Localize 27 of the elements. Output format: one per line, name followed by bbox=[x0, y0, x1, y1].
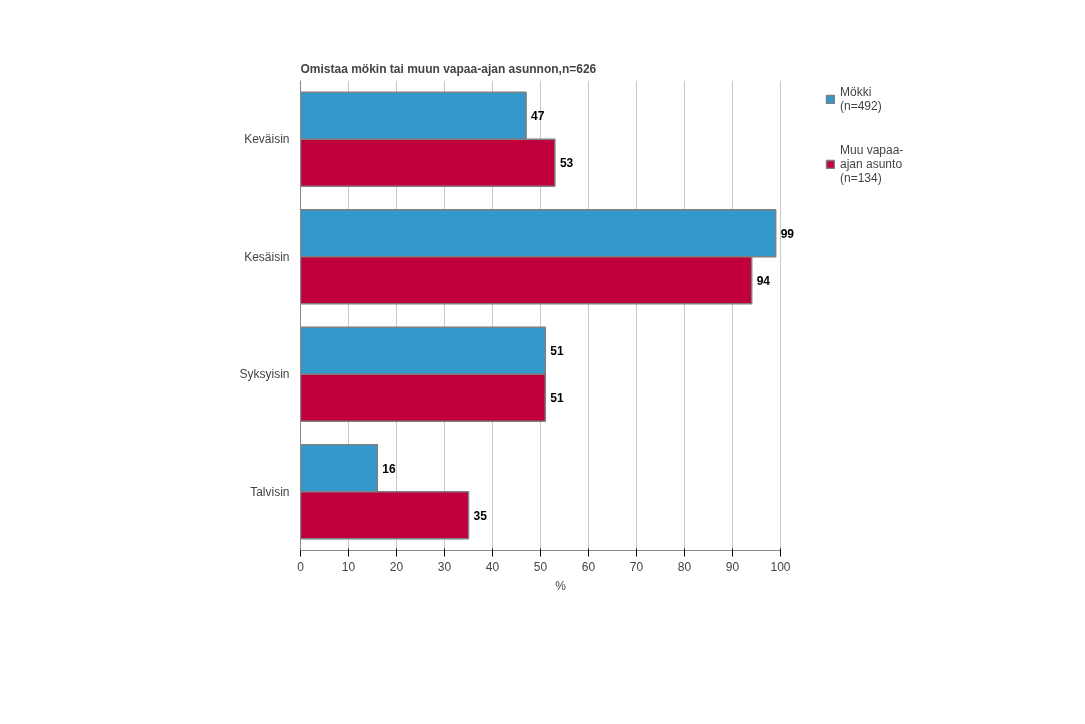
x-tick-label: 30 bbox=[437, 559, 452, 574]
y-tick-label: Keväisin bbox=[244, 132, 290, 147]
x-tick-label: 20 bbox=[389, 559, 404, 574]
x-tick-label: 10 bbox=[341, 559, 356, 574]
data-label: 94 bbox=[756, 273, 771, 288]
x-tick-label: 40 bbox=[485, 559, 500, 574]
x-tick-label: 100 bbox=[770, 559, 791, 574]
data-label: 51 bbox=[550, 391, 564, 406]
data-label: 47 bbox=[531, 109, 545, 124]
x-tick-label: 90 bbox=[725, 559, 740, 574]
chart-title: Omistaa mökin tai muun vapaa-ajan asunnon,n=626 bbox=[300, 61, 597, 76]
x-tick-label: 60 bbox=[581, 559, 596, 574]
x-tick-label: 80 bbox=[677, 559, 692, 574]
x-tick-label: 70 bbox=[629, 559, 644, 574]
y-tick-label: Talvisin bbox=[250, 484, 290, 499]
x-tick-label: 0 bbox=[297, 559, 305, 574]
legend-label: Muu vapaa-ajan asunto (n=134) bbox=[840, 143, 904, 185]
legend-label: Mökki (n=492) bbox=[840, 85, 882, 113]
data-label: 51 bbox=[550, 344, 564, 359]
data-label: 53 bbox=[559, 156, 574, 171]
y-tick-label: Syksyisin bbox=[239, 367, 290, 382]
y-tick-label: Kesäisin bbox=[244, 249, 290, 264]
data-label: 35 bbox=[473, 508, 488, 523]
x-axis-title: % bbox=[555, 578, 567, 593]
data-label: 99 bbox=[780, 226, 795, 241]
x-tick-label: 50 bbox=[533, 559, 548, 574]
data-label: 16 bbox=[382, 461, 396, 476]
